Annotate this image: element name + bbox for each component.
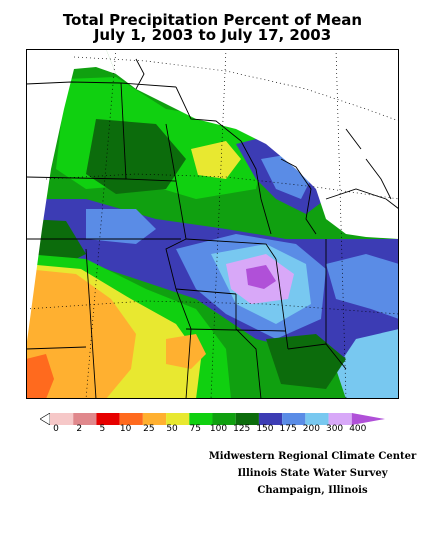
legend-tick-label: 175 — [279, 424, 297, 434]
south-central-orange-spot — [166, 334, 206, 369]
map-title-line2: July 1, 2003 to July 17, 2003 — [93, 26, 332, 44]
legend-tick-label: 100 — [209, 424, 228, 434]
state-boundaries — [26, 58, 399, 399]
legend-tick-label: 2 — [76, 424, 83, 434]
legend-tick-label: 125 — [233, 424, 251, 434]
legend-swatch — [96, 413, 120, 425]
legend-tick-label: 50 — [166, 424, 178, 434]
legend-tick-label: 300 — [325, 424, 344, 434]
north-dark-green-region — [86, 119, 186, 194]
legend-tick-label: 25 — [143, 424, 155, 434]
legend-swatch — [328, 413, 352, 425]
legend-swatch — [73, 413, 97, 425]
legend-tick-label: 200 — [302, 424, 320, 434]
legend-tick-label: 10 — [119, 424, 132, 434]
legend-swatch — [212, 413, 236, 425]
north-outside-domain — [74, 49, 116, 74]
credit-line-1: Midwestern Regional Climate Center — [208, 451, 417, 462]
precipitation-map-svg — [26, 49, 399, 399]
southwest-red-orange-spot — [26, 354, 54, 399]
east-blue-region — [326, 254, 399, 319]
southeast-light-blue-region — [336, 329, 399, 399]
color-legend-bar — [40, 413, 385, 425]
legend-swatch — [166, 413, 190, 425]
upper-blue-patch — [86, 209, 156, 244]
central-purple-core — [246, 265, 276, 289]
precipitation-map — [26, 49, 399, 399]
credit-line-3: Champaign, Illinois — [257, 485, 368, 496]
legend-swatch — [305, 413, 329, 425]
legend-tick-label: 150 — [256, 424, 274, 434]
south-dark-green-region — [266, 334, 346, 389]
legend-right-arrow — [351, 413, 385, 425]
legend-swatch — [235, 413, 259, 425]
legend-tick-label: 400 — [349, 424, 367, 434]
legend-tick-label: 75 — [189, 424, 202, 434]
northeast-outside-domain — [106, 49, 399, 239]
legend-swatch — [282, 413, 306, 425]
graticule-lines — [26, 49, 399, 399]
legend-labels: 0 2 5 10 25 50 75 100 125 150 175 200 300 400 — [0, 424, 425, 438]
legend-swatch — [189, 413, 213, 425]
northwest-outside-domain — [26, 49, 74, 349]
legend-tick-label: 5 — [99, 424, 106, 434]
legend-tick-label: 0 — [53, 424, 59, 434]
credit-line-2: Illinois State Water Survey — [237, 468, 388, 479]
map-title-line1: Total Precipitation Percent of Mean — [62, 11, 363, 29]
north-yellow-spot — [191, 141, 241, 179]
legend-swatch — [258, 413, 283, 425]
southwest-orange-region — [26, 269, 136, 399]
legend-swatch — [119, 413, 143, 425]
legend-swatch — [142, 413, 167, 425]
legend-swatch — [50, 413, 74, 425]
